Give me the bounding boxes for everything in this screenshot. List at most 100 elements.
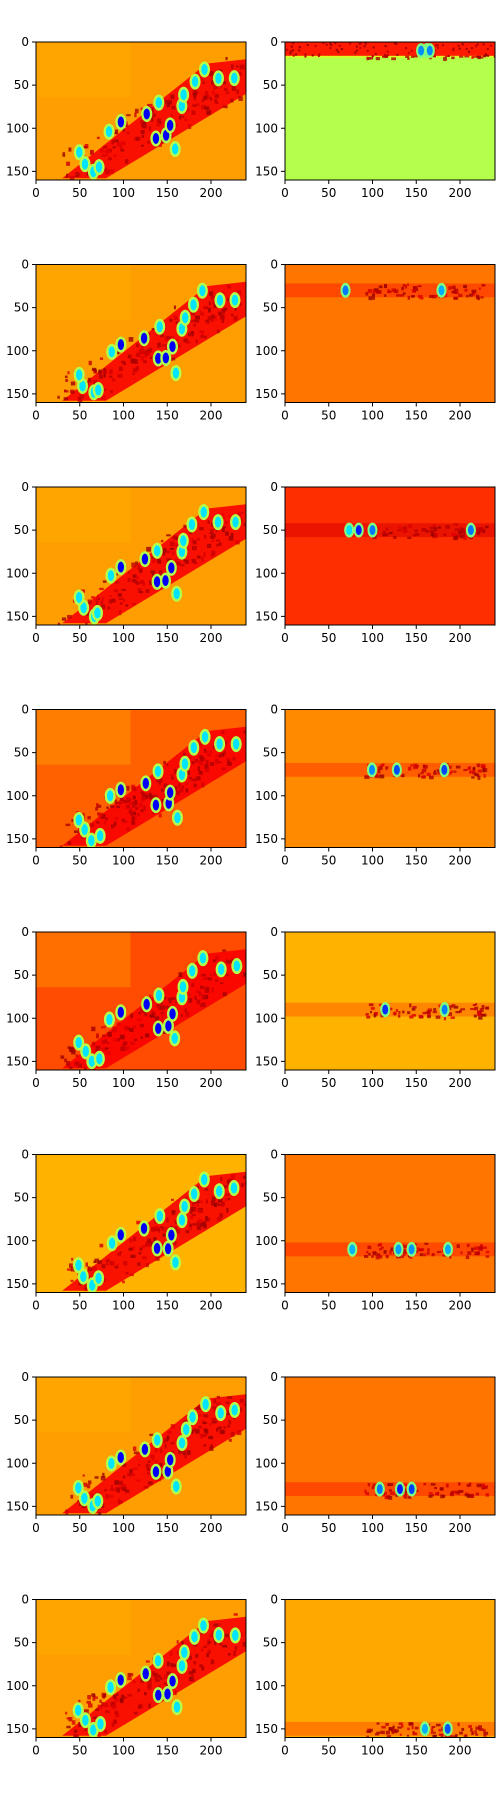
heatmap-speck	[68, 147, 72, 152]
heatmap-speck	[379, 1248, 383, 1251]
heatmap-speck	[141, 135, 145, 138]
heatmap-speck	[125, 1271, 129, 1275]
heatmap-speck	[92, 380, 98, 385]
heatmap-speck	[407, 51, 410, 54]
heatmap-speck	[226, 1207, 229, 1213]
heatmap-speck	[222, 516, 226, 520]
heatmap-speck	[205, 1217, 210, 1222]
x-tick-label: 100	[112, 1299, 135, 1313]
y-tick-label: 0	[270, 480, 278, 494]
heatmap-speck	[126, 827, 130, 832]
heatmap-speck	[192, 778, 197, 782]
heatmap-speck	[474, 1246, 480, 1251]
heatmap-speck	[95, 1033, 100, 1039]
heatmap-speck	[483, 55, 486, 58]
heatmap-speck	[414, 1726, 419, 1730]
heatmap-speck	[239, 64, 245, 70]
heatmap-speck	[385, 527, 389, 531]
heatmap-speck	[66, 1725, 71, 1729]
heatmap-speck	[60, 1055, 65, 1059]
heatmap-speck	[174, 543, 180, 547]
heatmap-blob	[395, 1244, 402, 1255]
heatmap-blob	[97, 1718, 104, 1730]
heatmap-speck	[147, 140, 150, 144]
heatmap-speck	[421, 1248, 425, 1252]
x-tick-label: 100	[112, 1744, 135, 1758]
heatmap-speck	[158, 1685, 161, 1688]
heatmap-speck	[102, 370, 107, 374]
heatmap-speck	[474, 772, 479, 777]
heatmap-speck	[125, 1046, 130, 1051]
heatmap-blob	[349, 1244, 356, 1255]
heatmap-speck	[140, 1036, 143, 1039]
x-tick-label: 0	[281, 854, 289, 868]
heatmap-blob	[233, 960, 241, 972]
heatmap-speck	[84, 1287, 87, 1291]
heatmap-blob	[189, 965, 196, 977]
heatmap-speck	[175, 561, 178, 566]
heatmap-speck	[138, 590, 144, 594]
heatmap-speck	[378, 1255, 383, 1259]
heatmap-blob	[117, 1229, 124, 1241]
heatmap-speck	[452, 1490, 457, 1494]
heatmap-blob	[140, 1223, 148, 1235]
heatmap-speck	[384, 532, 389, 537]
heatmap-speck	[106, 1042, 110, 1045]
heatmap-speck	[128, 807, 133, 812]
heatmap-speck	[68, 1263, 73, 1268]
heatmap-speck	[167, 336, 171, 340]
heatmap-speck	[213, 303, 217, 308]
heatmap-speck	[114, 1698, 119, 1702]
heatmap-speck	[145, 351, 150, 356]
heatmap-speck	[121, 588, 126, 592]
heatmap-speck	[215, 529, 219, 532]
heatmap-speck	[430, 1731, 436, 1734]
heatmap-blob	[164, 1465, 172, 1477]
heatmap-speck	[479, 1008, 484, 1013]
heatmap-speck	[460, 1008, 466, 1011]
heatmap-speck	[456, 1244, 460, 1248]
heatmap-blob	[153, 576, 161, 588]
heatmap-speck	[383, 284, 388, 289]
heatmap-speck	[110, 1484, 114, 1489]
axes-frame	[35, 264, 247, 403]
heatmap-speck	[375, 1493, 378, 1497]
heatmap-speck	[154, 1448, 158, 1453]
heatmap-speck	[380, 1730, 385, 1735]
heatmap-speck	[176, 1640, 179, 1644]
heatmap-speck	[75, 174, 79, 178]
heatmap-speck	[95, 803, 99, 806]
heatmap-blob	[155, 989, 163, 1001]
heatmap-speck	[150, 1454, 155, 1459]
heatmap-speck	[212, 90, 215, 95]
heatmap-speck	[476, 55, 479, 58]
heatmap-speck	[366, 1250, 369, 1254]
heatmap-speck	[221, 730, 225, 734]
heatmap-speck	[198, 1425, 202, 1429]
x-tick-label: 100	[361, 409, 384, 423]
heatmap-speck	[188, 1676, 192, 1682]
heatmap-speck	[238, 96, 243, 101]
heatmap-speck	[433, 772, 437, 775]
heatmap-speck	[147, 1468, 151, 1472]
x-tick-label: 0	[32, 631, 40, 645]
heatmap-speck	[213, 1623, 219, 1627]
heatmap-speck	[164, 335, 169, 341]
heatmap-speck	[123, 1696, 127, 1699]
heatmap-speck	[375, 527, 381, 530]
heatmap-speck	[143, 805, 146, 811]
heatmap-speck	[402, 1483, 407, 1486]
heatmap-speck	[63, 1742, 66, 1747]
heatmap-speck	[213, 1408, 217, 1413]
heatmap-blob	[81, 1492, 88, 1504]
heatmap-speck	[375, 773, 378, 777]
heatmap-speck	[447, 55, 450, 58]
heatmap-speck	[458, 529, 462, 533]
heatmap-speck	[204, 534, 207, 539]
heatmap-speck	[204, 1428, 208, 1434]
heatmap-speck	[116, 1263, 119, 1268]
heatmap-speck	[234, 307, 237, 311]
heatmap-image	[36, 1599, 246, 1747]
heatmap-speck	[107, 149, 112, 153]
heatmap-blob	[178, 1214, 186, 1226]
